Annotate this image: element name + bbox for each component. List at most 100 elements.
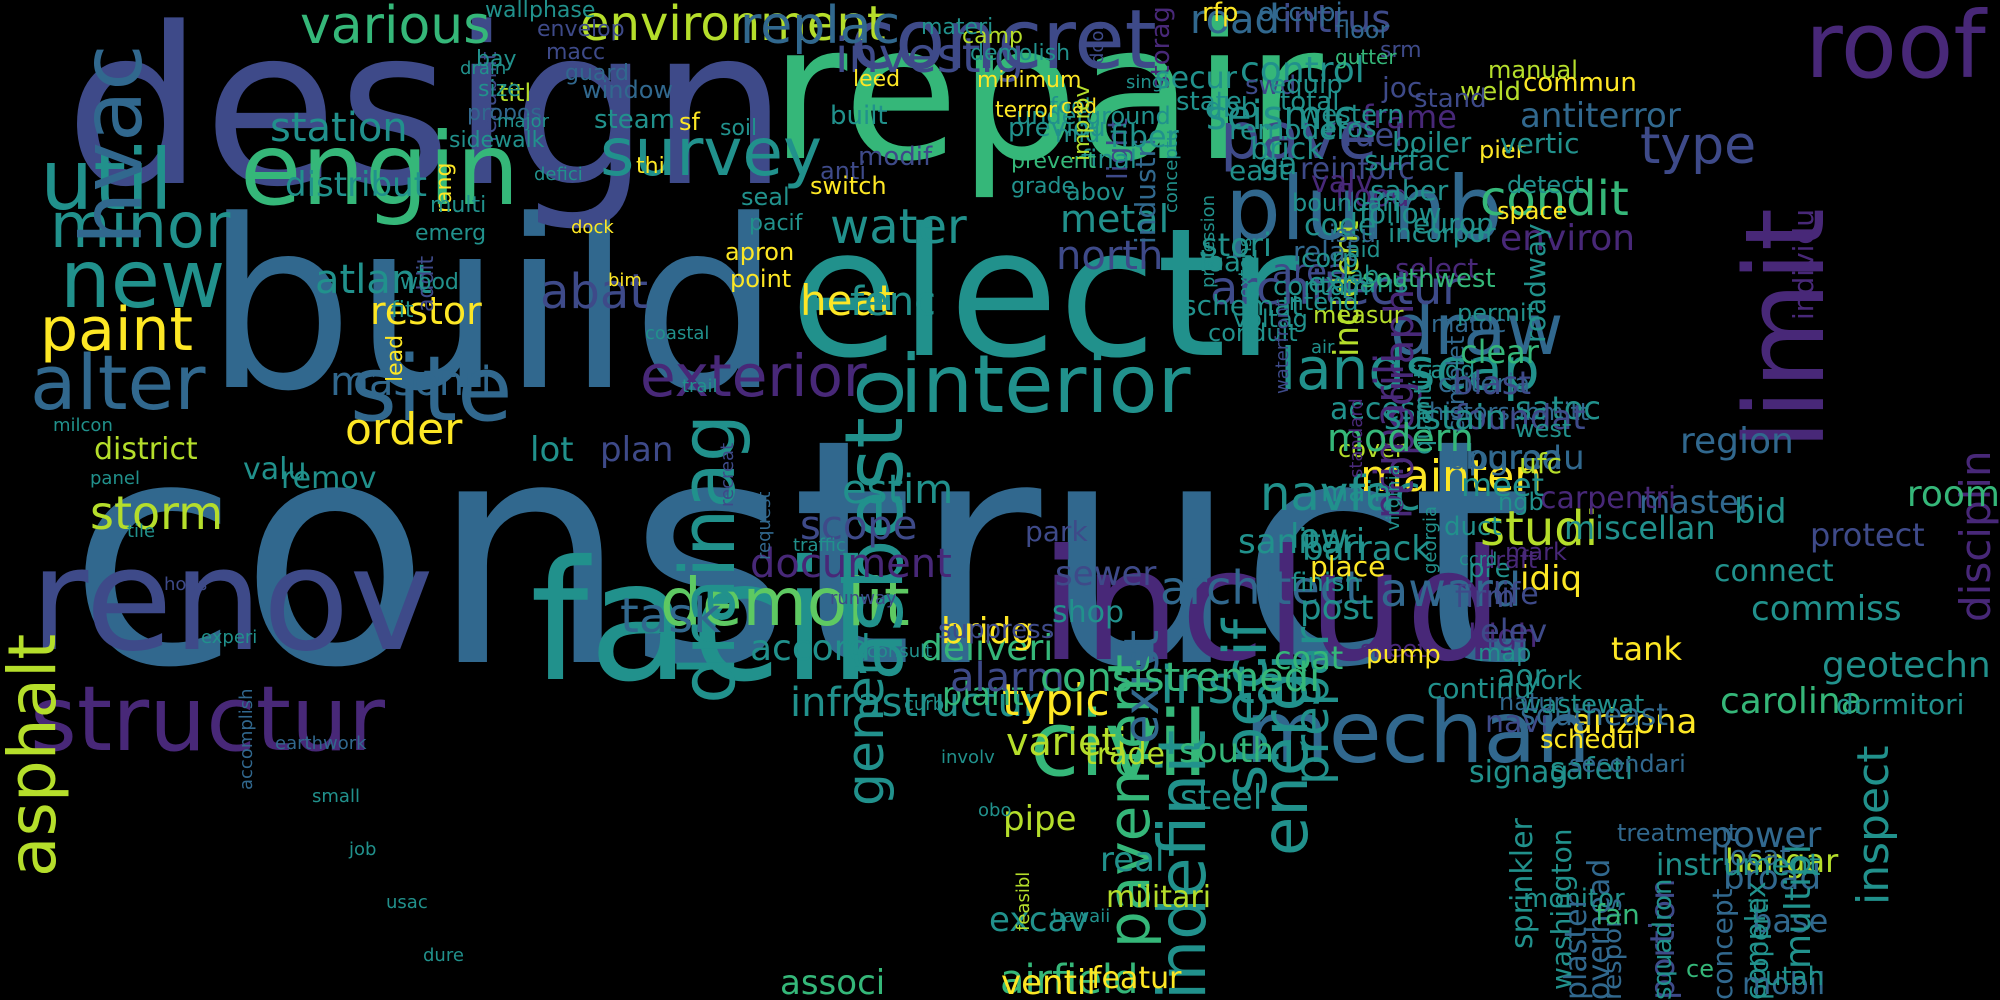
cloud-word-camp: camp xyxy=(962,24,1023,49)
cloud-word-traffic: traffic xyxy=(793,535,846,556)
cloud-word-plant: plant xyxy=(942,675,1024,713)
cloud-word-occupi: occupi xyxy=(1258,0,1343,28)
cloud-word-pre: pre xyxy=(1468,554,1511,584)
cloud-word-major: major xyxy=(497,111,549,132)
cloud-word-interior: interior xyxy=(900,338,1191,431)
cloud-word-engin: engin xyxy=(240,111,520,228)
cloud-word-survey: survey xyxy=(600,114,823,191)
cloud-word-sf: sf xyxy=(679,108,700,136)
cloud-word-underground: underground xyxy=(1016,102,1171,130)
cloud-word-utah: utah xyxy=(1765,962,1825,992)
cloud-word-squadron: squadron xyxy=(1648,878,1678,1000)
cloud-word-studi: studi xyxy=(1480,501,1599,557)
cloud-word-fenc: fenc xyxy=(850,279,937,325)
cloud-word-monitor: monitor xyxy=(1523,884,1625,914)
cloud-word-commiss: commiss xyxy=(1751,589,1902,629)
cloud-word-fuel: fuel xyxy=(1343,116,1404,154)
cloud-word-mechan: mechan xyxy=(1245,683,1591,783)
cloud-word-individu: individu xyxy=(1787,209,1820,321)
cloud-word-instrument: instrument xyxy=(1656,848,1821,883)
cloud-word-hawaii: hawaii xyxy=(1052,906,1111,927)
cloud-word-control: control xyxy=(1240,50,1365,91)
cloud-word-schemat: schemat xyxy=(1182,289,1303,322)
cloud-word-new: new xyxy=(60,233,226,326)
cloud-word-measur: measur xyxy=(1313,301,1404,329)
cloud-word-roadway: roadway xyxy=(1519,223,1552,343)
cloud-word-excav: excav xyxy=(989,900,1089,940)
cloud-word-alter: alter xyxy=(30,338,206,427)
cloud-word-sewer: sewer xyxy=(1055,554,1157,594)
cloud-word-pave: pave xyxy=(1220,100,1378,174)
cloud-word-trade: trade xyxy=(1085,737,1165,772)
cloud-word-relat: relat xyxy=(1293,235,1358,268)
cloud-word-safeti: safeti xyxy=(1550,752,1634,787)
cloud-word-seal: seal xyxy=(741,183,790,211)
cloud-word-water: water xyxy=(830,199,967,255)
cloud-word-util: util xyxy=(40,131,173,229)
cloud-word-antiterror: antiterror xyxy=(1520,96,1681,136)
cloud-word-macc: macc xyxy=(546,40,606,65)
cloud-word-surfac: surfac xyxy=(1364,144,1451,177)
cloud-word-experi: experi xyxy=(201,627,258,648)
cloud-word-weld: weld xyxy=(1460,77,1521,107)
cloud-word-ccrd: ccrd xyxy=(1459,549,1498,570)
cloud-word-elev: elev xyxy=(1480,612,1548,650)
cloud-word-ce: ce xyxy=(1686,955,1714,983)
cloud-word-seismic: seismic xyxy=(1206,93,1356,139)
cloud-word-rfp: rfp xyxy=(1202,0,1239,28)
cloud-word-miscellan: miscellan xyxy=(1564,509,1716,547)
cloud-word-metal: metal xyxy=(1060,197,1170,241)
cloud-word-featur: featur xyxy=(1091,961,1182,996)
cloud-word-hous: hous xyxy=(164,574,208,595)
cloud-word-small: small xyxy=(312,786,360,807)
cloud-word-natur: natur xyxy=(1499,688,1564,716)
cloud-word-east: east xyxy=(1229,154,1289,187)
cloud-word-matoc: matoc xyxy=(1431,310,1507,338)
cloud-word-floor: floor xyxy=(1335,16,1390,44)
cloud-word-window: window xyxy=(582,76,674,104)
cloud-word-high: high xyxy=(1468,617,1538,655)
cloud-word-sanitari: sanitari xyxy=(1238,522,1366,562)
cloud-word-station: station xyxy=(270,105,408,151)
cloud-word-leed: leed xyxy=(853,67,901,92)
cloud-word-point: point xyxy=(730,265,792,293)
cloud-word-draft: draft xyxy=(1480,546,1538,574)
cloud-word-ga: ga xyxy=(1260,147,1298,182)
cloud-word-lead: lead xyxy=(383,334,408,382)
cloud-word-western: western xyxy=(1300,100,1404,130)
cloud-word-remodel: remodel xyxy=(1229,113,1345,146)
cloud-word-blast: blast xyxy=(1453,364,1532,402)
cloud-word-dbb: dbb xyxy=(1205,91,1259,124)
cloud-word-modern: modern xyxy=(1327,416,1474,460)
cloud-word-suppress: suppress xyxy=(938,615,1055,645)
cloud-word-minimum: minimum xyxy=(977,68,1082,93)
cloud-word-abat: abat xyxy=(540,264,649,320)
cloud-word-tile: tile xyxy=(127,521,156,542)
cloud-word-cad: cad xyxy=(1061,94,1097,118)
cloud-word-militari: militari xyxy=(1106,880,1212,915)
cloud-word-intrus: intrus xyxy=(1282,0,1392,41)
cloud-word-navi: navi xyxy=(1485,705,1549,740)
cloud-word-schedul: schedul xyxy=(1540,725,1641,755)
cloud-word-commun: commun xyxy=(1523,68,1637,98)
cloud-word-arizona: arizona xyxy=(1572,702,1698,742)
cloud-word-scope: scope xyxy=(800,503,918,549)
cloud-word-gutter: gutter xyxy=(1335,45,1397,69)
cloud-word-alarm: alarm xyxy=(950,655,1065,701)
cloud-word-trail: trail xyxy=(682,376,718,397)
cloud-word-atlant: atlant xyxy=(315,257,432,303)
cloud-word-renov: renov xyxy=(30,518,434,683)
cloud-word-base: base xyxy=(1752,902,1829,940)
cloud-word-steel: steel xyxy=(1180,778,1263,818)
cloud-word-grade: grade xyxy=(1011,174,1075,199)
cloud-word-fan: fan xyxy=(1595,898,1640,931)
cloud-word-infrastructur: infrastructur xyxy=(790,680,1040,726)
cloud-word-region: region xyxy=(1680,421,1794,462)
cloud-word-phase: phase xyxy=(529,0,596,23)
cloud-word-slab: slab xyxy=(1330,261,1380,289)
cloud-word-ventil: ventil xyxy=(1001,963,1096,1000)
cloud-word-dure: dure xyxy=(423,945,464,966)
cloud-word-materi: materi xyxy=(921,15,994,40)
cloud-word-cadd: cadd xyxy=(1417,356,1476,384)
cloud-word-drain: drain xyxy=(460,58,507,79)
